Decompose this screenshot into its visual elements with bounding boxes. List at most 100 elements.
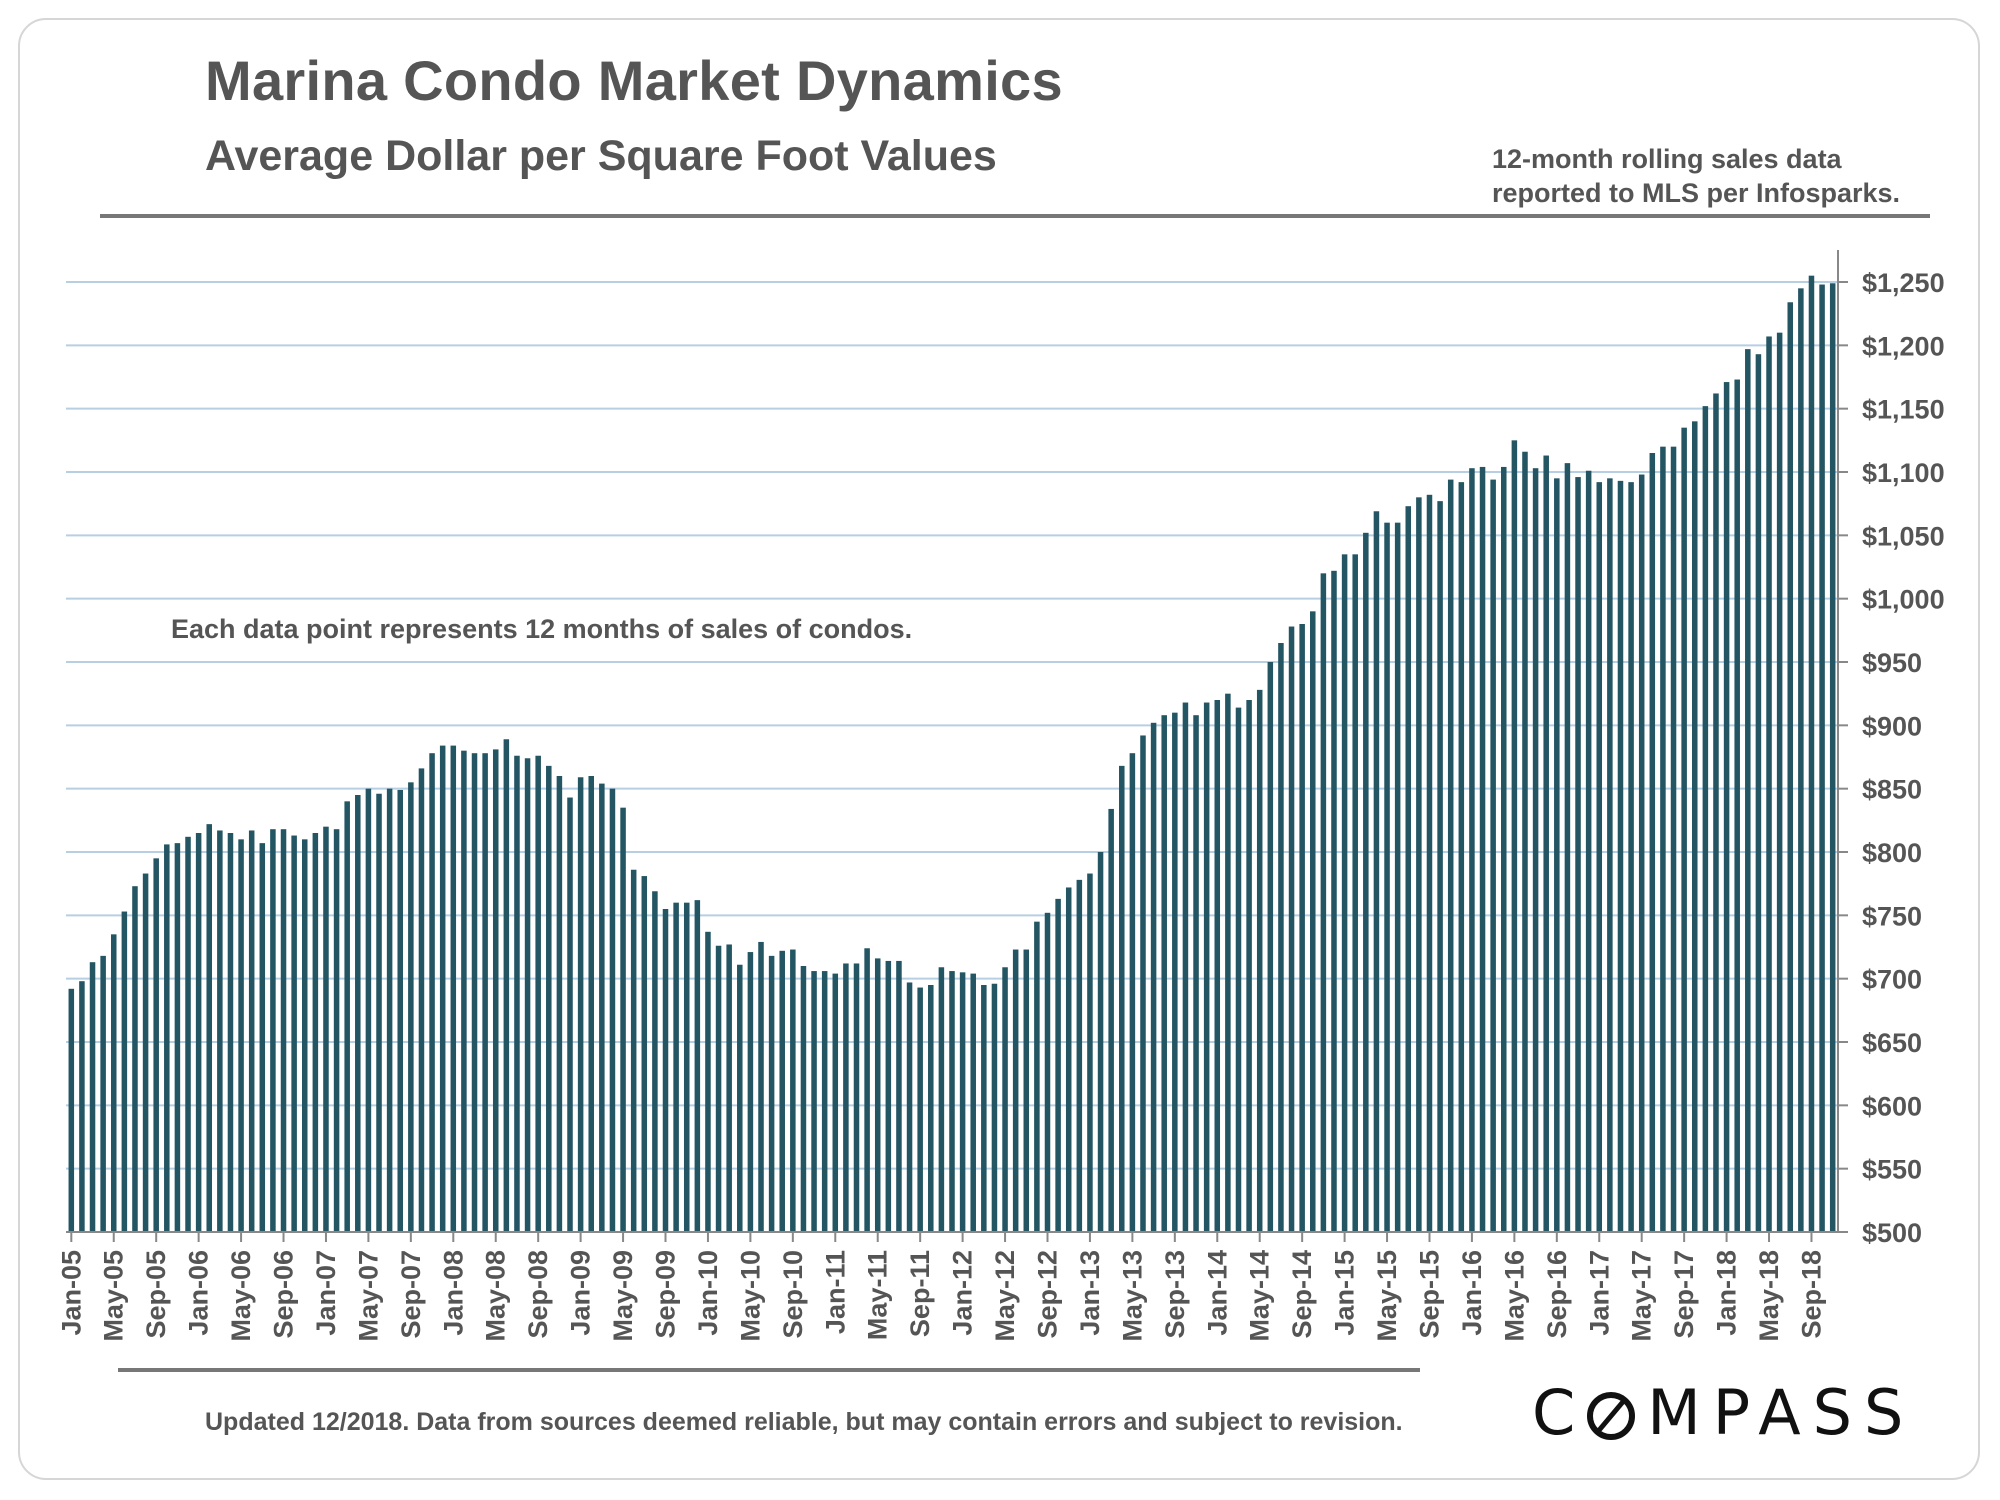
bar	[291, 835, 297, 1232]
bar	[588, 776, 594, 1232]
bar	[1172, 712, 1178, 1232]
bar	[492, 749, 499, 1232]
x-tick-label: Jan-17	[1584, 1250, 1614, 1336]
bar	[1161, 715, 1167, 1232]
bar	[524, 758, 531, 1232]
bar	[790, 949, 796, 1232]
bar	[1426, 494, 1433, 1232]
bar	[439, 745, 446, 1232]
bar	[556, 776, 563, 1232]
bar	[832, 973, 839, 1232]
bar	[843, 963, 849, 1232]
bar	[259, 843, 266, 1232]
bar	[1065, 887, 1072, 1232]
bar	[365, 788, 372, 1232]
bar	[938, 967, 945, 1232]
bar	[683, 902, 690, 1232]
bar	[1469, 468, 1475, 1232]
bar	[1522, 451, 1528, 1232]
bar	[450, 745, 457, 1232]
y-tick-label: $1,000	[1862, 585, 1945, 615]
bar	[333, 829, 340, 1232]
bar	[1129, 753, 1136, 1232]
x-tick-label: Jan-16	[1457, 1250, 1487, 1336]
bar	[1649, 453, 1656, 1232]
bar	[68, 988, 75, 1232]
y-tick-label: $650	[1862, 1028, 1922, 1058]
x-tick-label: May-16	[1499, 1250, 1529, 1342]
bar	[280, 829, 287, 1232]
bar	[800, 966, 807, 1232]
x-tick-label: Jan-08	[438, 1250, 468, 1336]
bar	[630, 869, 637, 1232]
y-tick-label: $700	[1862, 965, 1922, 995]
y-tick-label: $1,250	[1862, 268, 1945, 298]
bar	[535, 755, 541, 1232]
x-tick-label: May-05	[99, 1250, 129, 1342]
bar	[1819, 284, 1825, 1232]
x-tick-label: May-08	[481, 1250, 511, 1342]
bar	[1352, 554, 1358, 1232]
x-tick-label: Jan-06	[184, 1250, 214, 1336]
bar	[429, 753, 435, 1232]
bar	[79, 981, 85, 1232]
bar	[1787, 302, 1794, 1232]
bar	[747, 952, 754, 1232]
x-tick-label: Sep-11	[905, 1250, 935, 1337]
bar	[917, 987, 923, 1232]
bar	[195, 833, 202, 1232]
bar	[418, 768, 425, 1232]
bar	[1628, 482, 1634, 1233]
bar	[1511, 440, 1518, 1232]
bar	[1681, 427, 1687, 1233]
bar	[705, 931, 711, 1232]
x-tick-label: Jan-07	[311, 1250, 341, 1336]
x-tick-label: Sep-07	[396, 1250, 426, 1339]
bar	[386, 788, 393, 1232]
bar	[408, 782, 414, 1232]
bar	[153, 858, 159, 1232]
compass-o-icon	[1587, 1392, 1636, 1440]
bar	[471, 753, 478, 1232]
bar	[768, 955, 775, 1232]
bar	[1660, 446, 1666, 1233]
bar	[1373, 511, 1380, 1232]
bar	[874, 958, 881, 1232]
bar	[227, 833, 234, 1232]
bar	[1776, 332, 1783, 1233]
y-tick-label: $950	[1862, 648, 1922, 678]
bar	[121, 911, 128, 1232]
bar	[1055, 898, 1061, 1232]
bar	[1766, 336, 1772, 1232]
x-tick-label: Jan-11	[820, 1250, 850, 1334]
bar	[110, 934, 117, 1232]
bar	[1745, 349, 1751, 1233]
bar	[1341, 554, 1348, 1232]
x-tick-label: Sep-13	[1160, 1250, 1190, 1339]
x-tick-label: Jan-05	[56, 1250, 86, 1336]
bar	[779, 950, 785, 1232]
x-tick-label: Jan-18	[1712, 1250, 1742, 1336]
x-tick-label: May-14	[1245, 1250, 1275, 1342]
bar	[1405, 506, 1412, 1232]
bar	[1479, 466, 1486, 1232]
bar	[981, 985, 987, 1232]
bar	[726, 944, 732, 1232]
bar	[1246, 700, 1252, 1232]
footer-disclaimer: Updated 12/2018. Data from sources deeme…	[205, 1408, 1403, 1436]
bar	[1182, 702, 1189, 1232]
bar	[652, 891, 658, 1232]
x-tick-label: Jan-14	[1202, 1250, 1232, 1336]
bar	[1490, 479, 1496, 1233]
bar	[1607, 478, 1613, 1232]
bar	[376, 793, 382, 1232]
bar	[811, 971, 817, 1232]
bar	[1564, 463, 1571, 1233]
x-tick-label: Sep-16	[1542, 1250, 1572, 1339]
bar	[1076, 879, 1083, 1232]
bar	[577, 777, 584, 1232]
y-tick-label: $1,200	[1862, 331, 1945, 361]
bar	[1554, 478, 1560, 1232]
x-tick-label: Sep-10	[778, 1250, 808, 1339]
x-tick-label: May-12	[990, 1250, 1020, 1342]
